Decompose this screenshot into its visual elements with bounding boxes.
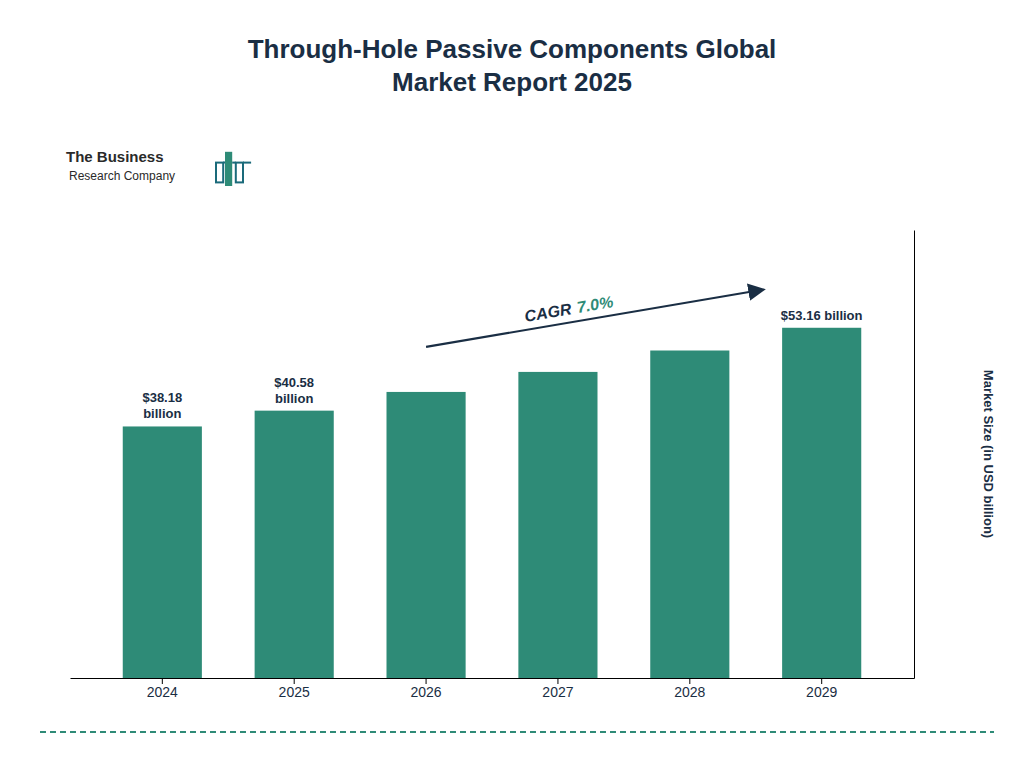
y-axis	[914, 231, 915, 679]
bar	[518, 372, 597, 678]
title: Through-Hole Passive Components GlobalMa…	[248, 34, 777, 97]
chart-container: Through-Hole Passive Components GlobalMa…	[0, 0, 1024, 768]
bars	[123, 328, 862, 678]
bar	[387, 392, 466, 678]
x-axis: 2024 2025 2026 2027 2028 2029	[71, 678, 915, 700]
x-tick-label: 2028	[674, 684, 705, 700]
x-tick-label: 2025	[279, 684, 310, 700]
data-label-line: billion	[275, 391, 313, 406]
x-axis-line	[71, 678, 915, 679]
cagr-text: CAGR	[523, 300, 573, 325]
x-tick: 2027	[542, 678, 573, 700]
bar	[255, 411, 334, 678]
bar	[782, 328, 861, 678]
data-label: $38.18billion	[142, 390, 182, 421]
data-label-line: $40.58	[274, 375, 314, 390]
bar	[650, 350, 729, 678]
logo-icon-bar	[216, 163, 223, 183]
data-label-line: billion	[143, 406, 181, 421]
bottom-rule	[40, 731, 994, 733]
x-tick: 2026	[410, 678, 441, 700]
logo-icon-bar	[236, 163, 243, 183]
x-tick: 2024	[147, 678, 178, 700]
data-label: $40.58billion	[274, 375, 314, 406]
y-axis-line	[914, 231, 915, 679]
cagr-arrow	[426, 290, 762, 347]
x-tick-label: 2024	[147, 684, 178, 700]
data-label-line: $38.18	[142, 390, 182, 405]
logo-icon-line	[232, 162, 236, 164]
x-tick-label: 2027	[542, 684, 573, 700]
title-line: Through-Hole Passive Components Global	[248, 34, 777, 64]
data-label: $53.16 billion	[781, 308, 863, 323]
chart-svg: Through-Hole Passive Components GlobalMa…	[0, 0, 1024, 768]
logo-text: Research Company	[69, 169, 175, 183]
title-line: Market Report 2025	[392, 67, 632, 97]
logo: The Business Research Company	[66, 148, 251, 186]
x-tick: 2029	[806, 678, 837, 700]
plot: 202420252026202720282029$38.18billion$40…	[71, 231, 915, 700]
logo-icon-bar	[225, 152, 232, 186]
x-tick-label: 2029	[806, 684, 837, 700]
logo-text: The Business	[66, 148, 164, 165]
data-label-line: $53.16 billion	[781, 308, 863, 323]
value-labels: $38.18billion$40.58billion$53.16 billion	[142, 308, 862, 422]
x-tick: 2028	[674, 678, 705, 700]
logo-icon-line	[223, 162, 225, 164]
logo-icon-line	[243, 162, 251, 164]
cagr-value: 7.0%	[576, 293, 615, 316]
cagr-label: CAGR7.0%	[523, 293, 614, 325]
y-axis-title: Market Size (in USD billion)	[981, 370, 996, 538]
bar	[123, 426, 202, 678]
x-tick-label: 2026	[410, 684, 441, 700]
x-tick: 2025	[279, 678, 310, 700]
